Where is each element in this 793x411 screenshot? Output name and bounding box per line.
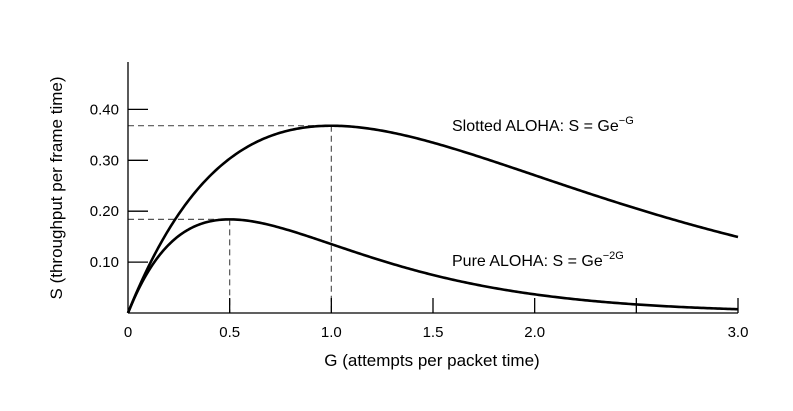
pure-aloha-formula: Pure ALOHA: S = Ge [452, 253, 603, 270]
x-tick-label: 1.0 [321, 324, 342, 341]
y-tick-label: 0.40 [90, 101, 119, 118]
y-tick-label: 0.20 [90, 203, 119, 220]
x-tick-label: 3.0 [728, 324, 749, 341]
x-tick-label: 0.5 [219, 324, 240, 341]
pure-aloha-annotation: Pure ALOHA: S = Ge−2G [452, 250, 624, 270]
slotted-aloha-annotation: Slotted ALOHA: S = Ge−G [452, 115, 634, 135]
pure-aloha-exponent: −2G [603, 250, 624, 262]
peak-reference-lines [128, 125, 332, 313]
x-axis-title: G (attempts per packet time) [324, 351, 539, 370]
curves [126, 124, 739, 314]
x-tick-label: 2.0 [524, 324, 545, 341]
x-tick-label: 1.5 [423, 324, 444, 341]
slotted-aloha-formula: Slotted ALOHA: S = Ge [452, 118, 619, 135]
y-axis-title: S (throughput per frame time) [47, 77, 66, 300]
slotted-aloha-curve [126, 124, 739, 314]
slotted-aloha-exponent: −G [619, 115, 634, 127]
y-tick-label: 0.30 [90, 152, 119, 169]
x-tick-label: 0 [124, 324, 132, 341]
y-tick-label: 0.10 [90, 254, 119, 271]
ticks: 0.10 0.20 0.30 0.40 0 0.5 1.0 1.5 2.0 3.0 [90, 101, 749, 341]
